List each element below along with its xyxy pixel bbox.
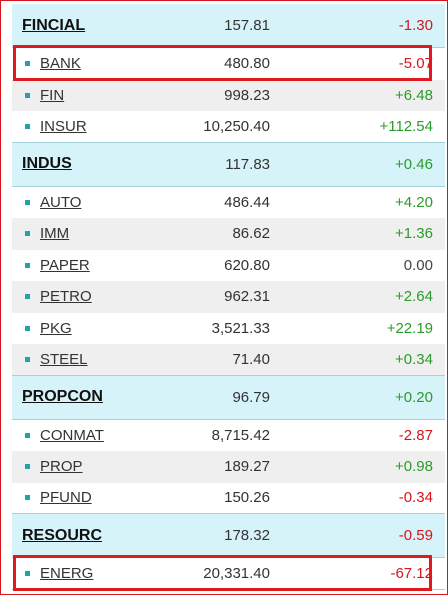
sector-name-link[interactable]: PROPCON [22, 388, 103, 405]
subsector-name[interactable]: IMM [12, 225, 160, 242]
subsector-change-value: +0.34 [395, 350, 433, 368]
subsector-name[interactable]: PETRO [12, 288, 160, 305]
subsector-change-value: -0.34 [398, 489, 433, 507]
subsector-name-link[interactable]: PFUND [40, 489, 92, 507]
bullet-square-icon [25, 199, 30, 205]
sector-change-value: +0.20 [395, 388, 433, 406]
subsector-name[interactable]: INSUR [12, 118, 160, 135]
subsector-name-link[interactable]: AUTO [40, 193, 82, 211]
subsector-row-steel[interactable]: STEEL 71.40 +0.34 [12, 344, 445, 376]
bullet-square-icon [25, 495, 30, 501]
subsector-name-link[interactable]: BANK [40, 55, 81, 73]
subsector-name[interactable]: PFUND [12, 489, 160, 506]
bullet-square-icon [25, 570, 30, 576]
subsector-change-value: -2.87 [398, 426, 433, 444]
bullet-square-icon [25, 294, 30, 300]
subsector-index-value: 486.44 [224, 193, 270, 211]
subsector-name[interactable]: PAPER [12, 257, 160, 274]
subsector-name-link[interactable]: PKG [40, 319, 72, 337]
subsector-index-value: 3,521.33 [211, 319, 270, 337]
subsector-row-auto[interactable]: AUTO 486.44 +4.20 [12, 186, 445, 218]
subsector-index-value: 620.80 [224, 256, 270, 274]
bullet-square-icon [25, 356, 30, 362]
sector-name-link[interactable]: RESOURC [22, 526, 103, 544]
subsector-index-value: 71.40 [232, 350, 270, 368]
subsector-change-value: +22.19 [386, 319, 433, 337]
bullet-square-icon [25, 464, 30, 470]
subsector-name-link[interactable]: PAPER [40, 256, 90, 274]
subsector-name[interactable]: ENERG [12, 565, 160, 582]
sector-row-resourc[interactable]: RESOURC 178.32 -0.59 [12, 514, 445, 558]
subsector-index-value: 962.31 [224, 288, 270, 306]
subsector-row-bank[interactable]: BANK 480.80 -5.07 [12, 48, 445, 80]
subsector-change-value: +6.48 [395, 86, 433, 104]
bullet-square-icon [25, 432, 30, 438]
subsector-change-value: +4.20 [395, 193, 433, 211]
subsector-name-link[interactable]: PROP [40, 458, 83, 476]
sector-name-link[interactable]: FINCIAL [22, 16, 86, 34]
subsector-index-value: 480.80 [224, 55, 270, 73]
bullet-square-icon [25, 61, 30, 67]
subsector-row-petro[interactable]: PETRO 962.31 +2.64 [12, 281, 445, 313]
subsector-row-fin[interactable]: FIN 998.23 +6.48 [12, 79, 445, 111]
subsector-index-value: 8,715.42 [211, 426, 270, 444]
sector-row-fincial[interactable]: FINCIAL 157.81 -1.30 [12, 4, 445, 48]
bullet-square-icon [25, 325, 30, 331]
subsector-name-link[interactable]: PETRO [40, 288, 92, 306]
subsector-name-link[interactable]: INSUR [40, 117, 87, 135]
subsector-change-value: +1.36 [395, 225, 433, 243]
subsector-name-link[interactable]: FIN [40, 86, 65, 104]
subsector-name[interactable]: PROP [12, 458, 160, 475]
subsector-name-link[interactable]: IMM [40, 225, 70, 243]
subsector-name[interactable]: BANK [12, 55, 160, 72]
sector-index-value: 178.32 [224, 527, 270, 544]
bullet-square-icon [25, 92, 30, 98]
subsector-row-prop[interactable]: PROP 189.27 +0.98 [12, 451, 445, 483]
subsector-change-value: +112.54 [379, 117, 433, 135]
sector-change-value: -0.59 [398, 527, 433, 544]
subsector-name[interactable]: PKG [12, 320, 160, 337]
subsector-name-link[interactable]: CONMAT [40, 426, 104, 444]
subsector-name[interactable]: CONMAT [12, 427, 160, 444]
sector-index-value: 96.79 [232, 388, 270, 406]
sector-index-table: FINCIAL 157.81 -1.30 BANK 480.80 -5.07 FIN 998.… [12, 4, 445, 590]
subsector-row-insur[interactable]: INSUR 10,250.40 +112.54 [12, 111, 445, 143]
subsector-row-imm[interactable]: IMM 86.62 +1.36 [12, 218, 445, 250]
sector-change-value: +0.46 [395, 155, 433, 173]
subsector-name[interactable]: AUTO [12, 194, 160, 211]
sector-name-link[interactable]: INDUS [22, 155, 72, 172]
subsector-name-link[interactable]: STEEL [40, 350, 88, 368]
subsector-index-value: 10,250.40 [203, 117, 270, 135]
sector-change-value: -1.30 [398, 17, 433, 34]
subsector-name[interactable]: STEEL [12, 351, 160, 368]
subsector-change-value: 0.00 [403, 256, 433, 274]
subsector-change-value: +2.64 [395, 288, 433, 306]
subsector-name[interactable]: FIN [12, 87, 160, 104]
bullet-square-icon [25, 231, 30, 237]
sector-row-indus[interactable]: INDUS 117.83 +0.46 [12, 142, 445, 187]
sector-index-value: 117.83 [225, 155, 270, 173]
subsector-index-value: 86.62 [232, 225, 270, 243]
subsector-row-pfund[interactable]: PFUND 150.26 -0.34 [12, 482, 445, 514]
sector-row-propcon[interactable]: PROPCON 96.79 +0.20 [12, 375, 445, 420]
subsector-row-pkg[interactable]: PKG 3,521.33 +22.19 [12, 312, 445, 344]
subsector-change-value: -67.12 [390, 564, 433, 582]
bullet-square-icon [25, 123, 30, 129]
subsector-row-conmat[interactable]: CONMAT 8,715.42 -2.87 [12, 419, 445, 451]
subsector-row-paper[interactable]: PAPER 620.80 0.00 [12, 249, 445, 281]
subsector-name-link[interactable]: ENERG [40, 564, 94, 582]
subsector-index-value: 998.23 [224, 86, 270, 104]
subsector-index-value: 150.26 [224, 489, 270, 507]
subsector-change-value: +0.98 [395, 458, 433, 476]
subsector-index-value: 20,331.40 [203, 564, 270, 582]
subsector-index-value: 189.27 [224, 458, 270, 476]
bullet-square-icon [25, 262, 30, 268]
sector-index-value: 157.81 [224, 17, 270, 34]
subsector-change-value: -5.07 [398, 55, 433, 73]
subsector-row-energ[interactable]: ENERG 20,331.40 -67.12 [12, 558, 445, 590]
